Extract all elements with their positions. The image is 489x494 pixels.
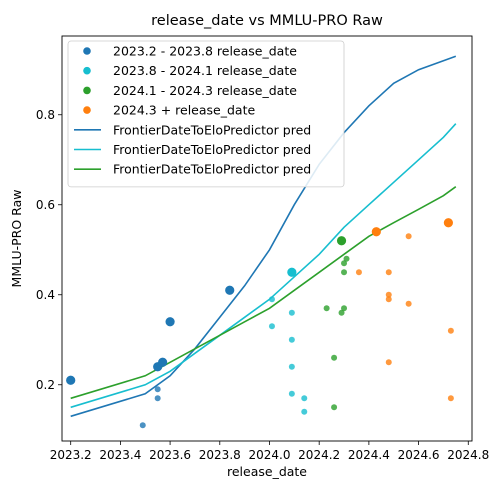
x-tick-label: 2023.4	[99, 448, 141, 462]
data-point	[343, 255, 350, 262]
data-point	[336, 236, 347, 246]
data-point	[341, 305, 348, 312]
data-point	[154, 395, 161, 402]
data-point	[385, 291, 392, 298]
legend-label: 2024.3 + release_date	[113, 103, 255, 118]
legend: 2023.2 - 2023.8 release_date 2023.8 - 202…	[67, 40, 345, 188]
x-axis-ticks: 2023.2 2023.4 2023.6 2023.8 2024.0 2024.2 2024…	[50, 441, 489, 462]
data-point	[355, 269, 362, 276]
x-tick-label: 2023.8	[199, 448, 241, 462]
data-point	[66, 375, 76, 385]
plot-frame	[61, 35, 473, 442]
x-tick-label: 2024.0	[248, 448, 290, 462]
legend-label: 2023.2 - 2023.8 release_date	[113, 44, 297, 59]
plot-area	[66, 55, 457, 429]
y-axis-ticks: 0.2 0.4 0.6 0.8	[36, 108, 62, 392]
y-axis-label: MMLU-PRO Raw	[9, 190, 24, 288]
legend-marker	[83, 66, 91, 75]
x-tick-label: 2024.4	[348, 448, 390, 462]
series-line	[70, 186, 457, 400]
data-point	[341, 269, 348, 276]
data-point	[301, 395, 308, 402]
data-point	[447, 327, 454, 334]
legend-marker	[83, 47, 91, 55]
data-point	[154, 386, 161, 393]
series-line	[70, 55, 457, 418]
y-tick-label: 0.8	[36, 108, 55, 122]
data-point	[268, 296, 275, 303]
x-tick-label: 2023.2	[50, 448, 92, 462]
data-point	[288, 309, 295, 316]
legend-box	[67, 40, 345, 188]
legend-label: FrontierDateToEloPredictor pred	[113, 162, 311, 177]
x-tick-label: 2024.8	[447, 448, 489, 462]
data-point	[405, 300, 412, 307]
data-point	[288, 336, 295, 343]
x-tick-label: 2024.2	[298, 448, 340, 462]
data-point	[371, 227, 381, 237]
data-point	[385, 296, 392, 303]
data-point	[288, 363, 295, 370]
data-point	[268, 323, 275, 330]
data-point	[385, 359, 392, 366]
data-point	[301, 408, 308, 415]
data-point	[139, 422, 146, 429]
data-point	[165, 317, 175, 327]
legend-label: 2024.1 - 2024.3 release_date	[113, 83, 297, 98]
data-point	[158, 357, 168, 367]
legend-label: FrontierDateToEloPredictor pred	[113, 142, 311, 157]
data-point	[225, 285, 235, 295]
data-point	[331, 354, 338, 361]
series-line	[70, 123, 457, 409]
y-tick-label: 0.6	[36, 198, 55, 212]
x-tick-label: 2024.6	[398, 448, 440, 462]
data-point	[341, 260, 348, 267]
data-point	[331, 404, 338, 411]
chart-title: release_date vs MMLU-PRO Raw	[151, 13, 383, 29]
data-point	[287, 267, 297, 277]
data-point	[385, 269, 392, 276]
legend-label: 2023.8 - 2024.1 release_date	[113, 63, 297, 78]
data-point	[288, 390, 295, 397]
legend-marker	[83, 106, 91, 114]
x-tick-label: 2023.6	[149, 448, 191, 462]
data-point	[323, 305, 330, 312]
data-point	[443, 218, 453, 228]
data-point	[405, 233, 412, 240]
data-point	[338, 309, 345, 316]
legend-marker	[83, 86, 91, 95]
legend-label: FrontierDateToEloPredictor pred	[113, 122, 311, 137]
y-tick-label: 0.4	[36, 288, 55, 302]
data-point	[447, 395, 454, 402]
y-tick-label: 0.2	[36, 378, 55, 392]
x-axis-label: release_date	[227, 464, 307, 479]
